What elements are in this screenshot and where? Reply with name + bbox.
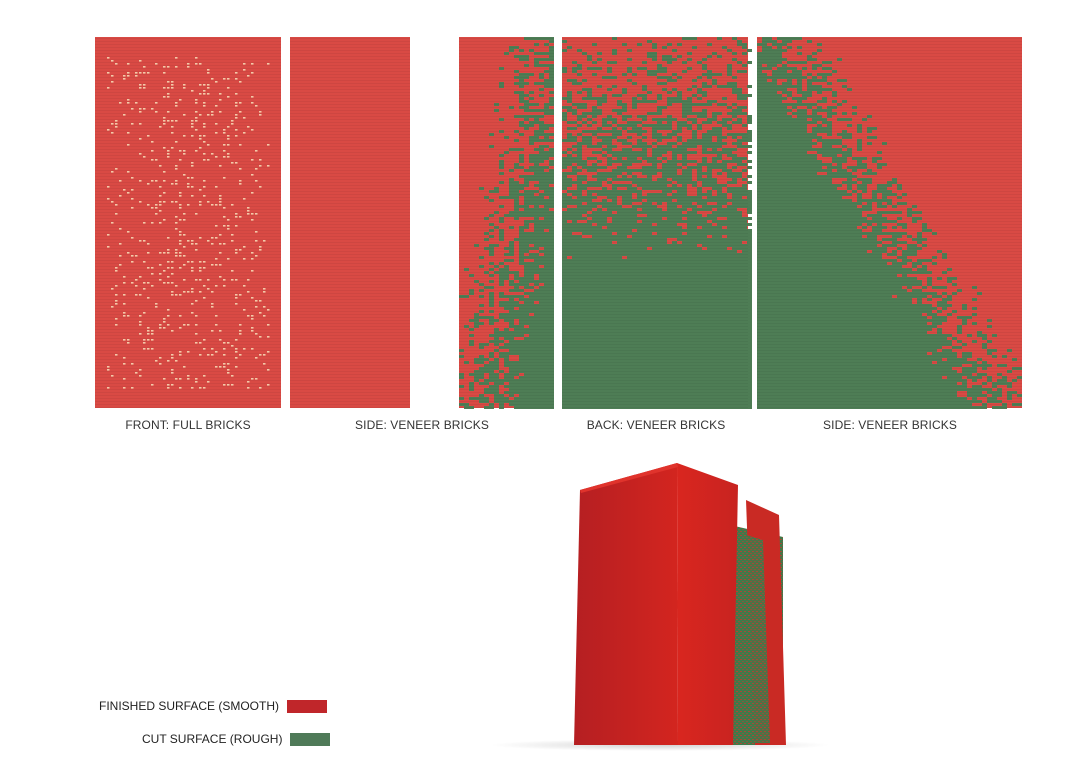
front-elevation-panel [95,37,281,408]
side-elevation-caption-right: SIDE: VENEER BRICKS [823,418,957,432]
brick-course-lines [757,37,1022,408]
side-elevation-panel-left [290,37,410,408]
brick-course-lines [290,37,410,408]
side-elevation-panel-right [757,37,1022,409]
tower-front-face [574,463,678,745]
brick-course-lines [95,37,281,408]
tower-side-face [677,463,738,745]
legend-label-cut: CUT SURFACE (ROUGH) [142,732,283,746]
brick-course-lines [562,37,748,408]
tower-perspective [490,463,830,751]
front-elevation-caption: FRONT: FULL BRICKS [125,418,251,432]
brick-course-lines [459,37,554,408]
side-elevation-caption-left: SIDE: VENEER BRICKS [355,418,489,432]
legend-swatch-finished [287,699,328,713]
legend-item-finished: FINISHED SURFACE (SMOOTH) [99,699,328,713]
elevation-strip [95,37,1022,409]
tower-fin-cut [746,535,770,743]
legend-label-finished: FINISHED SURFACE (SMOOTH) [99,699,280,713]
back-elevation-panel [459,37,752,409]
legend-swatch-cut [290,732,331,746]
legend-item-cut: CUT SURFACE (ROUGH) [142,732,331,746]
back-elevation-caption: BACK: VENEER BRICKS [586,418,726,432]
tower-roof-edge [580,463,678,493]
